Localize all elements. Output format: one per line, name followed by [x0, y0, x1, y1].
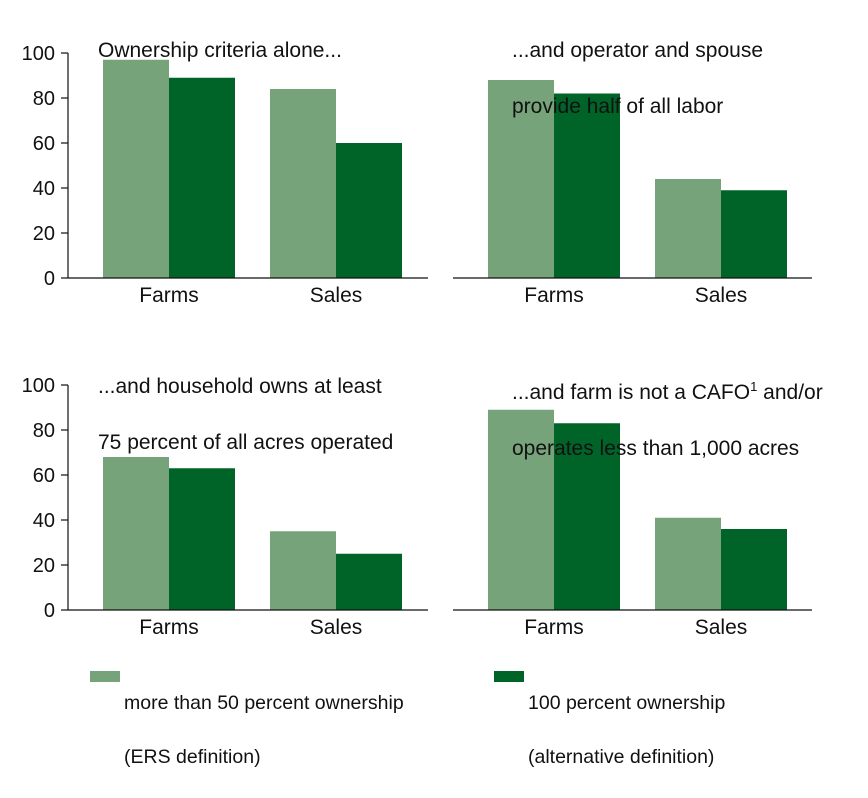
legend-label-dark-line1: 100 percent ownership — [528, 692, 726, 714]
y-tick-label-panel1-100: 100 — [22, 43, 55, 65]
y-tick-label-panel1-60: 60 — [33, 133, 55, 155]
legend-label-light: more than 50 percent ownership (ERS defi… — [124, 663, 404, 798]
bar-panel1-farms-series1 — [103, 59, 169, 278]
bar-panel2-sales-series1 — [655, 179, 721, 278]
panel-3-title-line1: ...and household owns at least — [98, 375, 382, 398]
y-tick-label-panel3-40: 40 — [33, 510, 55, 532]
panel-1-title-line1: Ownership criteria alone... — [98, 39, 342, 62]
legend-label-dark-line2: (alternative definition) — [528, 746, 715, 768]
bar-panel2-farms-series1 — [488, 80, 554, 278]
panel-2-title-line2: provide half of all labor — [512, 95, 724, 118]
x-tick-label-panel2-farms: Farms — [524, 284, 584, 307]
bar-panel3-farms-series1 — [103, 457, 169, 610]
panel-4-title-footnote: 1 — [750, 379, 758, 394]
x-tick-label-panel3-farms: Farms — [139, 616, 199, 639]
bar-panel4-sales-series1 — [655, 517, 721, 610]
panel-4-title-line1: ...and farm is not a CAFO1 and/or — [512, 373, 823, 407]
bar-panel1-sales-series1 — [270, 89, 336, 278]
panel-1-title: Ownership criteria alone... — [98, 9, 342, 121]
bar-panel4-farms-series1 — [488, 409, 554, 610]
y-tick-label-panel1-80: 80 — [33, 88, 55, 110]
legend-item-dark: 100 percent ownership (alternative defin… — [494, 663, 725, 798]
y-tick-label-panel3-100: 100 — [22, 375, 55, 397]
bar-panel1-farms-series2 — [169, 77, 235, 278]
bar-panel3-farms-series2 — [169, 468, 235, 610]
y-tick-label-panel1-20: 20 — [33, 223, 55, 245]
panel-4-title-suffix: and/or — [757, 381, 823, 404]
y-tick-label-panel3-20: 20 — [33, 555, 55, 577]
bar-panel3-sales-series1 — [270, 531, 336, 610]
bar-panel4-farms-series2 — [554, 423, 620, 610]
panel-2-title-line1: ...and operator and spouse — [512, 39, 764, 62]
bar-panel4-sales-series2 — [721, 529, 787, 610]
y-tick-label-panel3-80: 80 — [33, 420, 55, 442]
bar-panel3-sales-series2 — [336, 553, 402, 610]
panel-2-title: ...and operator and spouse provide half … — [512, 9, 763, 149]
x-tick-label-panel2-sales: Sales — [695, 284, 748, 307]
bar-panel2-farms-series2 — [554, 93, 620, 278]
panel-4-title-main: ...and farm is not a CAFO — [512, 381, 751, 404]
panel-3-title: ...and household owns at least 75 percen… — [98, 345, 393, 485]
bar-panel1-sales-series2 — [336, 143, 402, 278]
y-tick-label-panel3-60: 60 — [33, 465, 55, 487]
legend-label-dark: 100 percent ownership (alternative defin… — [528, 663, 725, 798]
y-tick-label-panel3-0: 0 — [44, 600, 55, 622]
y-tick-label-panel1-40: 40 — [33, 178, 55, 200]
legend-swatch-dark — [494, 671, 524, 682]
legend-label-light-line1: more than 50 percent ownership — [124, 692, 404, 714]
legend-item-light: more than 50 percent ownership (ERS defi… — [90, 663, 404, 798]
x-tick-label-panel3-sales: Sales — [310, 616, 363, 639]
panel-4-title: ...and farm is not a CAFO1 and/or operat… — [512, 345, 823, 491]
panel-3-title-line2: 75 percent of all acres operated — [98, 431, 394, 454]
x-tick-label-panel4-farms: Farms — [524, 616, 584, 639]
x-tick-label-panel1-sales: Sales — [310, 284, 363, 307]
x-tick-label-panel4-sales: Sales — [695, 616, 748, 639]
legend-swatch-light — [90, 671, 120, 682]
panel-4-title-line2: operates less than 1,000 acres — [512, 437, 800, 460]
y-tick-label-panel1-0: 0 — [44, 268, 55, 290]
bar-panel2-sales-series2 — [721, 190, 787, 278]
chart-canvas: Farms Sales 0 20 40 60 80 100 Farms Sales Farms Sal… — [22, 43, 812, 639]
x-tick-label-panel1-farms: Farms — [139, 284, 199, 307]
legend-label-light-line2: (ERS definition) — [124, 746, 261, 768]
